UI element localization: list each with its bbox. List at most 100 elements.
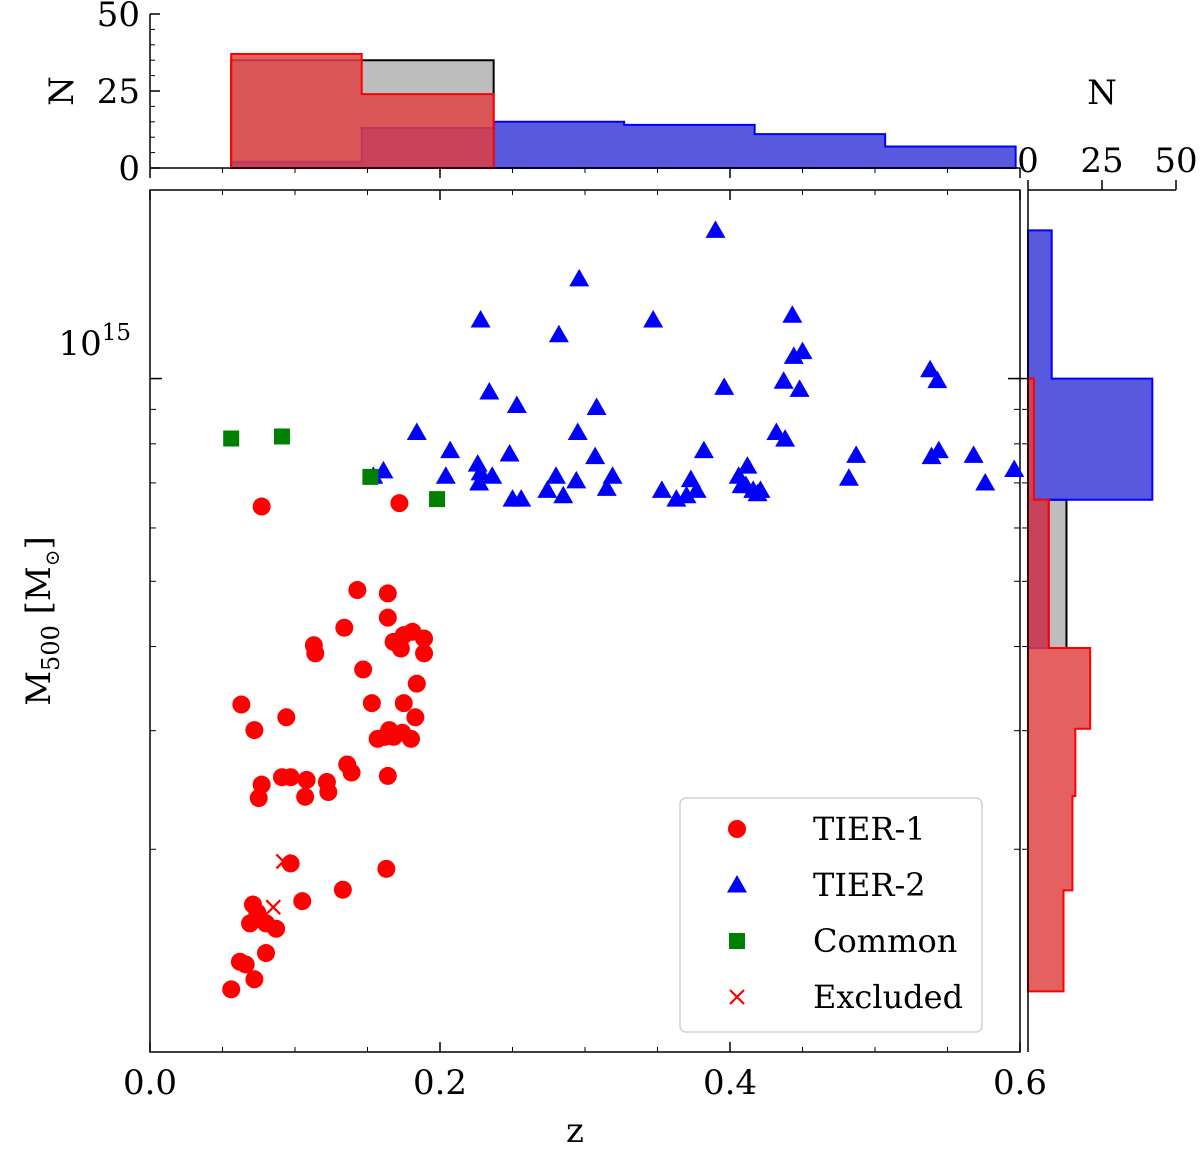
point-tier-1 [297, 770, 316, 789]
point-tier-1 [342, 763, 361, 782]
top-histogram-bars [230, 53, 1017, 169]
point-tier-2 [602, 466, 623, 484]
point-tier-2 [470, 462, 491, 481]
point-tier-2 [567, 422, 588, 440]
point-tier-1 [245, 721, 264, 740]
point-tier-1 [415, 629, 434, 648]
main-ytick-label-1e15: 1015 [58, 320, 131, 364]
legend-label-excluded: Excluded [813, 978, 963, 1016]
top-histogram-ylabel: N [42, 76, 82, 106]
point-tier-2 [440, 440, 461, 459]
right-xtick-label: 50 [1154, 141, 1197, 181]
point-tier-2 [676, 485, 697, 504]
point-tier-2 [782, 305, 803, 323]
point-tier-2 [838, 468, 859, 486]
point-tier-1 [415, 644, 434, 663]
point-tier-2 [596, 478, 617, 496]
point-tier-1 [257, 944, 275, 963]
point-tier-2 [643, 309, 664, 328]
point-tier-2 [1004, 459, 1025, 477]
point-tier-2 [789, 379, 810, 397]
right-histogram-xlabel: N [1087, 73, 1117, 113]
point-tier-2 [693, 440, 714, 459]
point-tier-1 [391, 639, 410, 658]
point-tier-1 [384, 727, 403, 746]
point-tier-1 [378, 608, 397, 627]
point-tier-2 [766, 422, 787, 440]
top-histogram-y-ticks: 0 25 50 [97, 0, 160, 189]
point-tier-1 [406, 708, 425, 727]
point-tier-1 [354, 660, 373, 679]
point-tier-2 [586, 397, 607, 416]
point-tier-2 [479, 382, 500, 400]
main-y-ticks [150, 377, 1028, 850]
point-tier-2 [585, 446, 606, 465]
point-tier-1 [296, 787, 315, 806]
top-histogram: 0 25 50 N [42, 0, 1021, 189]
main-xtick-label: 0.6 [993, 1063, 1047, 1103]
point-tier-2 [470, 309, 491, 328]
point-tier-2 [482, 466, 503, 484]
legend: TIER-1 TIER-2 Common Excluded [679, 797, 983, 1033]
point-tier-1 [293, 892, 312, 911]
legend-box [679, 797, 983, 1033]
legend-marker-excluded [729, 989, 745, 1005]
point-tier-1 [249, 789, 268, 808]
point-tier-2 [373, 460, 394, 479]
main-xtick-label: 0.2 [413, 1063, 467, 1103]
point-tier-1 [306, 644, 325, 663]
ylabel-unit-open: [M [19, 566, 59, 625]
right-xtick-label: 25 [1080, 141, 1123, 181]
point-tier-2 [546, 466, 566, 484]
point-tier-1 [333, 880, 352, 899]
point-tier-2 [553, 485, 574, 504]
legend-label-tier-1: TIER-1 [813, 810, 926, 848]
point-tier-2 [537, 480, 558, 498]
point-tier-1 [335, 618, 354, 637]
point-tier-1 [236, 955, 255, 974]
ylabel-unit-close: ] [19, 536, 59, 549]
point-tier-1 [378, 584, 397, 603]
point-excluded [275, 853, 292, 870]
point-tier-1 [252, 775, 271, 794]
point-tier-1 [281, 768, 300, 787]
point-tier-1 [362, 694, 381, 713]
point-tier-2 [975, 472, 996, 491]
point-tier-2 [499, 443, 520, 462]
point-tier-2 [566, 470, 587, 489]
point-tier-1 [377, 859, 396, 878]
main-xtick-label: 0.4 [703, 1063, 757, 1103]
point-tier-1 [390, 494, 409, 513]
ylabel-sub: 500 [37, 625, 65, 671]
point-tier-1 [378, 766, 397, 785]
y-axis-label: M500 [M⊙] [19, 536, 65, 706]
ylabel-unit-sun: ⊙ [40, 549, 64, 566]
point-tier-2 [406, 422, 427, 440]
point-tier-1 [394, 694, 413, 713]
point-tier-1 [319, 783, 338, 802]
right-histogram-x-ticks: 0 25 50 [1017, 141, 1198, 190]
point-tier-2 [469, 472, 490, 491]
right-xtick-label: 0 [1017, 141, 1039, 181]
legend-entries: TIER-1 TIER-2 Common Excluded [727, 810, 963, 1016]
main-x-ticks: 0.0 0.2 0.4 0.6 [123, 190, 1047, 1103]
point-tier-2 [569, 268, 590, 287]
right-histogram-bars [1027, 229, 1154, 993]
point-tier-1 [277, 708, 296, 727]
x-axis-label: z [566, 1111, 584, 1149]
ytick-exponent: 15 [102, 320, 131, 346]
top-ytick-label: 50 [97, 0, 140, 35]
point-tier-1 [222, 980, 241, 999]
point-tier-2 [548, 324, 569, 343]
main-xtick-label: 0.0 [123, 1063, 177, 1103]
main-scatter-panel: 0.0 0.2 0.4 0.6 1015 z M500 [M⊙] TIER-1TIER… [19, 189, 1047, 1149]
point-tier-2 [773, 371, 794, 389]
scatter-points [222, 220, 1025, 999]
point-tier-2 [435, 466, 456, 484]
ylabel-main: M [19, 671, 59, 706]
ytick-base: 10 [58, 324, 101, 364]
point-tier-1 [245, 970, 264, 989]
point-tier-2 [928, 440, 949, 459]
legend-marker-common [729, 933, 745, 949]
